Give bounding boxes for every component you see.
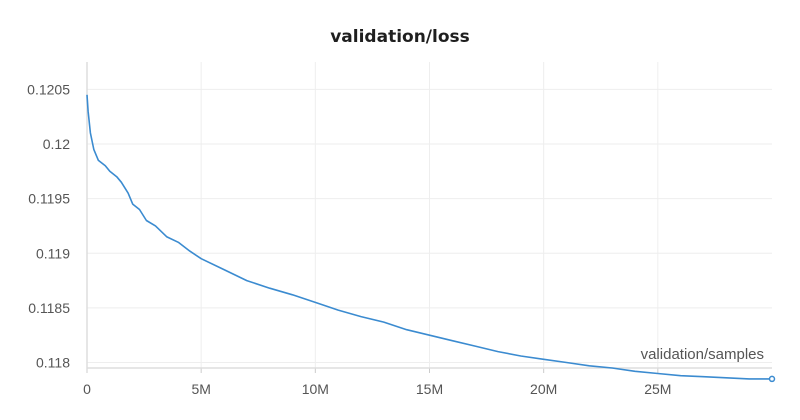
chart-title: validation/loss bbox=[330, 27, 470, 47]
y-tick-label: 0.118 bbox=[36, 355, 70, 371]
series-end-point bbox=[768, 375, 776, 383]
x-tick-label: 5M bbox=[191, 381, 210, 397]
series-line bbox=[86, 94, 772, 380]
y-tick-label: 0.119 bbox=[36, 245, 70, 261]
series-layer bbox=[86, 94, 776, 383]
x-tick-label: 15M bbox=[416, 381, 443, 397]
axis-layer bbox=[86, 62, 772, 373]
x-tick-label: 10M bbox=[302, 381, 329, 397]
grid-layer bbox=[86, 62, 772, 368]
y-tick-label: 0.12 bbox=[43, 136, 70, 152]
x-tick-label: 25M bbox=[644, 381, 671, 397]
label-layer: 0.118 0.1185 0.119 0.1195 0.12 0.1205 0 5M 10M 15… bbox=[27, 81, 764, 397]
y-tick-label: 0.1185 bbox=[28, 300, 70, 316]
y-tick-label: 0.1205 bbox=[27, 81, 70, 97]
x-axis-label: validation/samples bbox=[641, 346, 764, 363]
x-tick-label: 20M bbox=[530, 381, 557, 397]
y-tick-label: 0.1195 bbox=[28, 191, 70, 207]
x-tick-label: 0 bbox=[83, 381, 91, 397]
